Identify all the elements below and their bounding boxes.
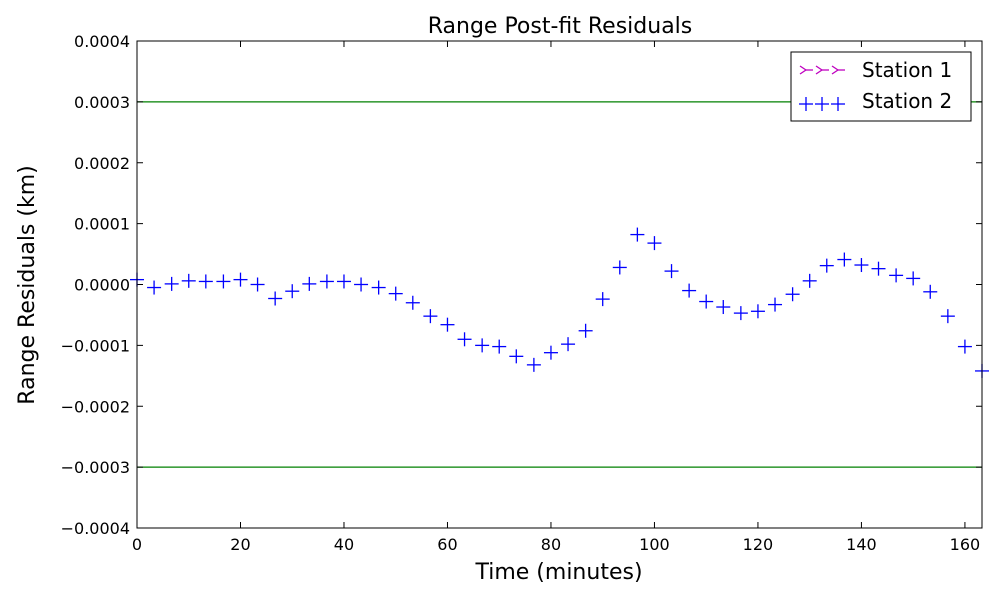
y-tick-label: 0.0002 xyxy=(74,154,130,173)
data-point xyxy=(699,294,714,309)
data-point xyxy=(319,274,334,289)
data-point xyxy=(336,274,351,289)
y-tick-label: −0.0002 xyxy=(61,397,130,416)
marker-stroke xyxy=(815,65,823,71)
x-tick-label: 80 xyxy=(541,535,561,554)
y-tick-label: −0.0004 xyxy=(61,519,130,538)
plot-frame xyxy=(136,40,983,529)
x-axis: 0 20 40 60 80 100 120 140 160 xyxy=(132,41,980,554)
y-tick-label: −0.0003 xyxy=(61,458,130,477)
data-point xyxy=(647,236,662,251)
legend-label: Station 1 xyxy=(862,58,952,82)
marker-stroke xyxy=(799,65,807,71)
data-point xyxy=(630,227,645,242)
data-point xyxy=(543,345,558,360)
data-point xyxy=(871,261,886,276)
y-axis-title: Range Residuals (km) xyxy=(15,165,40,404)
data-point xyxy=(578,323,593,338)
data-point xyxy=(768,297,783,312)
legend-marker xyxy=(815,65,829,75)
data-point xyxy=(716,300,731,315)
legend-marker xyxy=(815,97,829,111)
data-point xyxy=(526,357,541,372)
x-tick-label: 40 xyxy=(334,535,354,554)
data-point xyxy=(664,264,679,279)
data-point xyxy=(181,273,196,288)
data-point xyxy=(561,337,576,352)
data-point xyxy=(802,273,817,288)
legend-label: Station 2 xyxy=(862,89,952,113)
data-point xyxy=(733,306,748,321)
data-point xyxy=(889,268,904,283)
data-point xyxy=(198,274,213,289)
marker-stroke xyxy=(831,65,839,71)
y-tick-label: 0.0003 xyxy=(74,93,130,112)
data-point xyxy=(302,276,317,291)
x-tick-label: 0 xyxy=(132,535,142,554)
data-point xyxy=(475,338,490,353)
x-tick-label: 60 xyxy=(437,535,457,554)
data-point xyxy=(906,271,921,286)
data-point xyxy=(388,286,403,301)
x-tick-label: 100 xyxy=(639,535,670,554)
chart-title: Range Post-fit Residuals xyxy=(428,14,693,39)
x-tick-label: 120 xyxy=(743,535,774,554)
data-point xyxy=(354,277,369,292)
data-point xyxy=(233,272,248,287)
data-point xyxy=(268,291,283,306)
x-tick-label: 20 xyxy=(230,535,250,554)
data-point xyxy=(164,276,179,291)
y-tick-label: 0.0000 xyxy=(74,276,130,295)
data-point xyxy=(612,260,627,275)
plot-area xyxy=(137,41,982,528)
data-point xyxy=(457,332,472,347)
data-point xyxy=(819,258,834,273)
legend-marker xyxy=(799,97,813,111)
data-point xyxy=(285,284,300,299)
legend: Station 1 Station 2 xyxy=(790,51,972,122)
data-point xyxy=(509,349,524,364)
data-point xyxy=(837,252,852,267)
legend-box xyxy=(790,51,972,122)
legend-marker xyxy=(799,65,813,75)
y-tick-label: −0.0001 xyxy=(61,336,130,355)
y-tick-label: 0.0004 xyxy=(74,32,130,51)
data-point xyxy=(147,280,162,295)
data-point xyxy=(423,309,438,324)
y-tick-label: 0.0001 xyxy=(74,215,130,234)
data-point xyxy=(440,317,455,332)
x-tick-label: 140 xyxy=(846,535,877,554)
data-point xyxy=(785,287,800,302)
data-point xyxy=(405,295,420,310)
data-point xyxy=(750,304,765,319)
legend-marker xyxy=(831,97,845,111)
data-point xyxy=(854,258,869,273)
data-point xyxy=(923,284,938,299)
x-axis-title: Time (minutes) xyxy=(474,560,642,585)
data-point xyxy=(250,277,265,292)
data-point xyxy=(216,274,231,289)
marker-stroke xyxy=(799,69,807,75)
data-point xyxy=(595,292,610,307)
data-point xyxy=(492,339,507,354)
legend-marker xyxy=(831,65,845,75)
data-point xyxy=(957,339,972,354)
x-tick-label: 160 xyxy=(950,535,981,554)
y-axis: 0.0004 0.0003 0.0002 0.0001 0.0000 −0.0001 −0.… xyxy=(61,32,982,538)
data-point xyxy=(371,280,386,295)
data-point xyxy=(682,283,697,298)
data-point xyxy=(940,309,955,324)
marker-stroke xyxy=(815,69,823,75)
marker-stroke xyxy=(831,69,839,75)
